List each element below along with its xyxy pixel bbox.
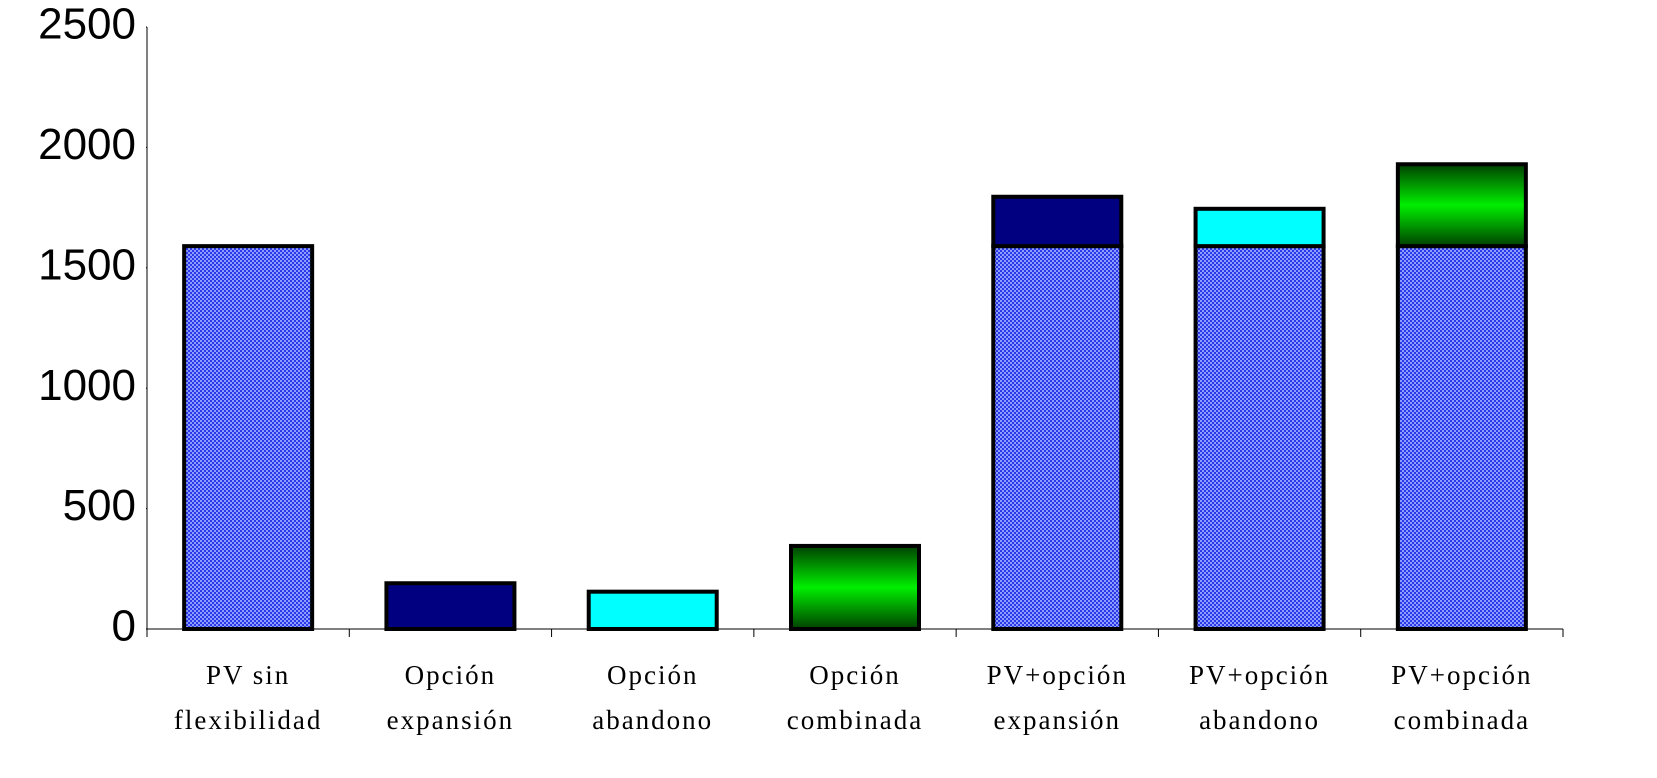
y-tick-label: 1500: [38, 240, 136, 289]
x-tick-label: Opción: [607, 660, 698, 690]
x-tick-label: expansión: [387, 705, 514, 735]
x-tick-label: flexibilidad: [174, 705, 322, 735]
x-tick-label: Opción: [809, 660, 900, 690]
x-tick-label: abandono: [1199, 705, 1320, 735]
bar-segment: [991, 244, 1124, 632]
x-tick-label: PV+opción: [1189, 660, 1330, 690]
x-tick-label: combinada: [787, 705, 923, 735]
bar-segment: [182, 244, 315, 632]
bar-segment: [991, 194, 1124, 249]
bar-segment: [789, 543, 921, 632]
bar-segment: [586, 589, 719, 632]
y-tick-label: 500: [63, 481, 136, 530]
x-tick-label: Opción: [405, 660, 496, 690]
y-tick-label: 1000: [38, 361, 136, 410]
y-tick-label: 2500: [38, 0, 136, 49]
bar-segment: [384, 581, 517, 631]
bar-segment: [1395, 244, 1528, 632]
x-tick-label: expansión: [994, 705, 1121, 735]
y-tick-label: 2000: [38, 120, 136, 169]
x-tick-label: PV+opción: [987, 660, 1128, 690]
bar-segment: [1193, 244, 1326, 632]
bar-segment: [1395, 162, 1528, 249]
bar-segment: [1193, 206, 1326, 249]
x-tick-label: PV sin: [206, 660, 290, 690]
x-tick-label: abandono: [592, 705, 713, 735]
x-tick-label: PV+opción: [1391, 660, 1532, 690]
x-tick-label: combinada: [1394, 705, 1530, 735]
y-tick-label: 0: [112, 602, 136, 651]
